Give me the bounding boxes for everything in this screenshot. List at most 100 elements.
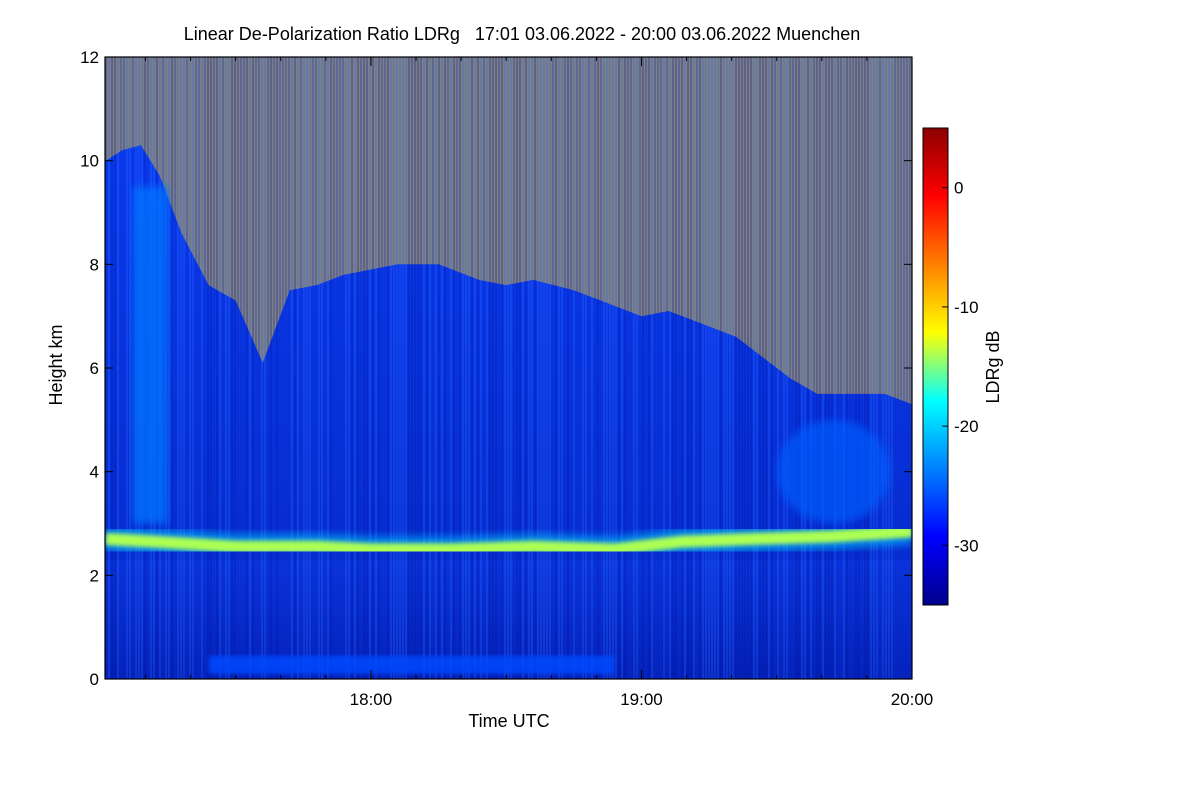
streak (459, 57, 461, 679)
streak (441, 57, 443, 679)
streak (225, 57, 227, 679)
streak (237, 57, 239, 679)
streak (168, 57, 170, 679)
streak (120, 57, 122, 679)
streak (288, 57, 290, 679)
streak (768, 57, 770, 679)
streak (468, 57, 470, 679)
streak (336, 57, 338, 679)
streak (204, 57, 206, 679)
streak (372, 57, 374, 679)
streak (486, 57, 488, 679)
streak (126, 57, 128, 679)
streak (195, 57, 197, 679)
streak (822, 57, 824, 679)
streak (246, 57, 248, 679)
streak (894, 57, 896, 679)
streak (840, 57, 842, 679)
streak (276, 57, 278, 679)
streak (777, 57, 779, 679)
plot-area (105, 57, 912, 679)
streak (291, 57, 293, 679)
streak (429, 57, 431, 679)
streak (516, 57, 518, 679)
streak (420, 57, 422, 679)
streak (798, 57, 800, 679)
streak (378, 57, 380, 679)
streak (714, 57, 716, 679)
y-tick-label: 10 (80, 152, 99, 171)
streak (606, 57, 608, 679)
streak (393, 57, 395, 679)
x-axis-label: Time UTC (468, 711, 549, 731)
streak (579, 57, 581, 679)
streak (348, 57, 350, 679)
streak (864, 57, 866, 679)
streak (762, 57, 764, 679)
streak (546, 57, 548, 679)
streak (609, 57, 611, 679)
streak (825, 57, 827, 679)
streak (636, 57, 638, 679)
streak (474, 57, 476, 679)
streak (366, 57, 368, 679)
streak (492, 57, 494, 679)
streak (426, 57, 428, 679)
x-axis: 18:00 19:00 20:00 Time UTC (350, 57, 933, 731)
streak (414, 57, 416, 679)
streak (501, 57, 503, 679)
streak (294, 57, 296, 679)
streak (723, 57, 725, 679)
streak (228, 57, 230, 679)
streak (861, 57, 863, 679)
streak (258, 57, 260, 679)
streak (672, 57, 674, 679)
streak (345, 57, 347, 679)
streak (231, 57, 233, 679)
streak (564, 57, 566, 679)
streak (882, 57, 884, 679)
colorbar: 0 -10 -20 -30 LDRg dB (922, 127, 1003, 606)
streak (537, 57, 539, 679)
streak (300, 57, 302, 679)
streak (303, 57, 305, 679)
streak (852, 57, 854, 679)
streak (708, 57, 710, 679)
streak (318, 57, 320, 679)
streak (354, 57, 356, 679)
streak (186, 57, 188, 679)
near-surface-layer-feature (208, 655, 615, 674)
streak (405, 57, 407, 679)
streak (369, 57, 371, 679)
streak (471, 57, 473, 679)
streak (282, 57, 284, 679)
streak (528, 57, 530, 679)
streak (510, 57, 512, 679)
streak (504, 57, 506, 679)
y-axis-label: Height km (46, 324, 66, 405)
streak (831, 57, 833, 679)
streak (654, 57, 656, 679)
streak (312, 57, 314, 679)
streak (531, 57, 533, 679)
streak (738, 57, 740, 679)
colorbar-tick-label: -10 (954, 298, 979, 317)
x-tick-label: 19:00 (620, 690, 663, 709)
ice-virga-feature (776, 419, 891, 524)
streak (423, 57, 425, 679)
streak (402, 57, 404, 679)
streak (627, 57, 629, 679)
streak (270, 57, 272, 679)
streak (849, 57, 851, 679)
streak (786, 57, 788, 679)
streak (522, 57, 524, 679)
streak (261, 57, 263, 679)
streak (495, 57, 497, 679)
streak (642, 57, 644, 679)
streak (330, 57, 332, 679)
y-tick-label: 4 (90, 463, 99, 482)
streak (273, 57, 275, 679)
streak (846, 57, 848, 679)
streak (678, 57, 680, 679)
streak (435, 57, 437, 679)
